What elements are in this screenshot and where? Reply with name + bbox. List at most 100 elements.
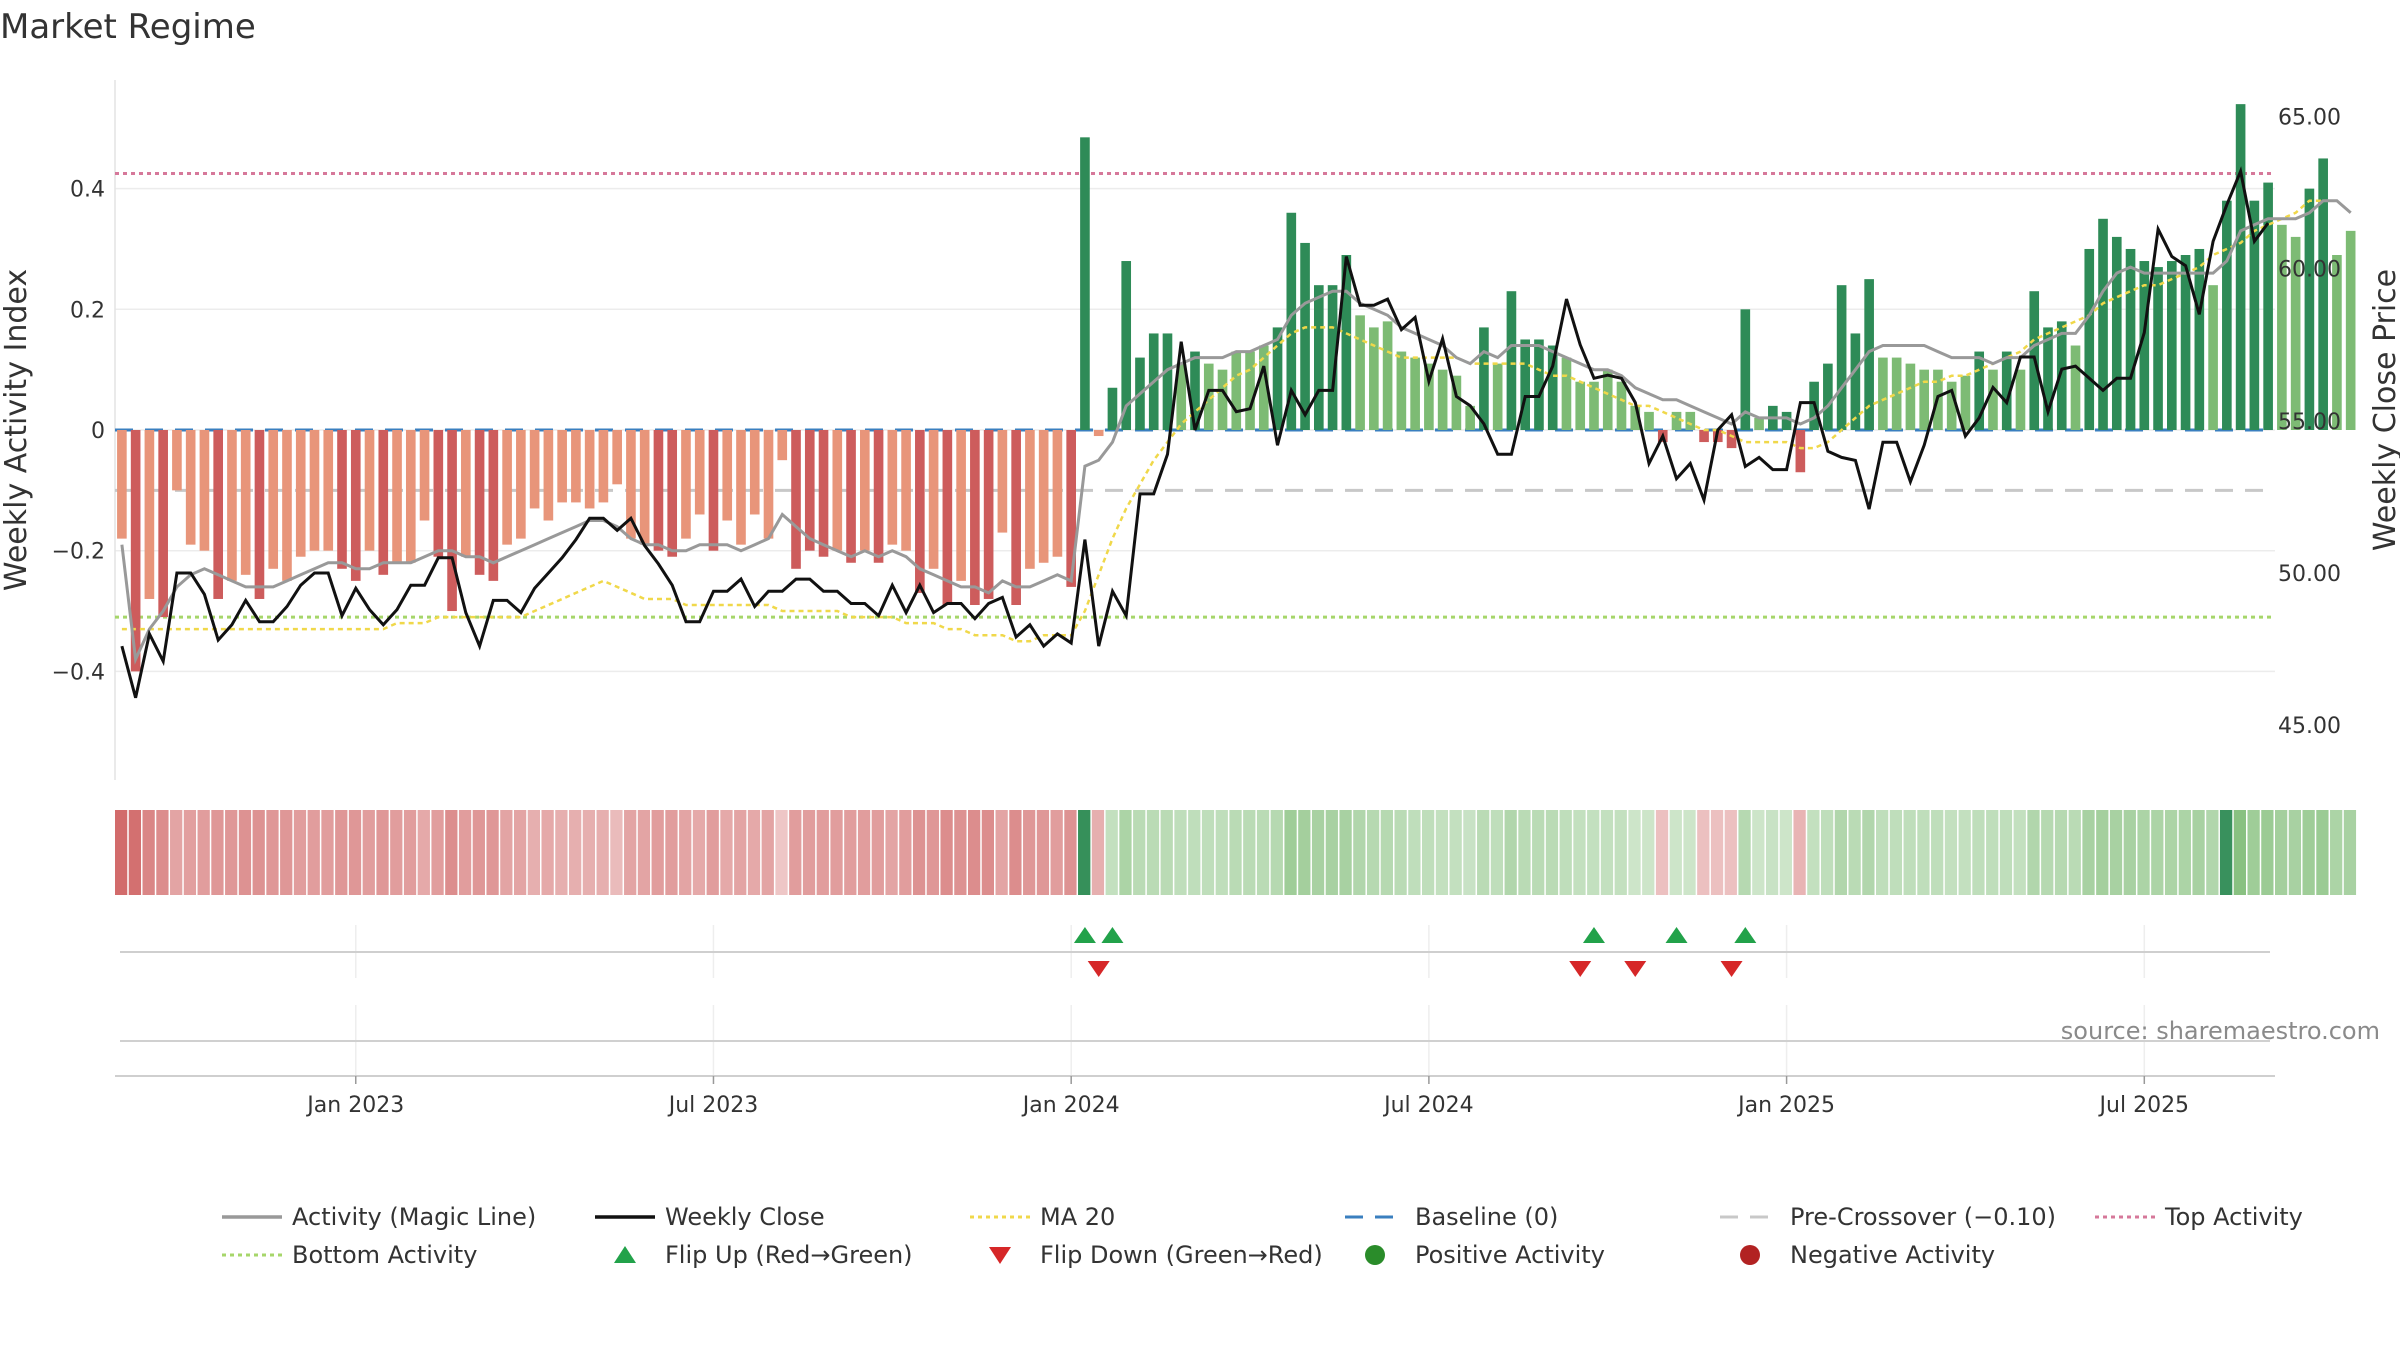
heat-cell bbox=[1064, 810, 1077, 895]
heat-cell bbox=[775, 810, 788, 895]
activity-bar bbox=[199, 430, 210, 551]
heat-cell bbox=[1600, 810, 1614, 895]
heat-cell bbox=[128, 810, 142, 895]
heat-cell bbox=[1986, 810, 1999, 895]
activity-bar bbox=[1602, 369, 1613, 430]
heat-cell bbox=[1270, 810, 1283, 895]
activity-bar bbox=[1080, 137, 1090, 431]
heat-cell bbox=[1628, 810, 1641, 895]
heat-cell bbox=[1408, 810, 1421, 895]
right-axis: 65.00 60.00 55.00 50.00 45.00 bbox=[2278, 106, 2341, 740]
chart-title: Market Regime bbox=[0, 7, 256, 47]
heat-cell bbox=[1614, 810, 1627, 895]
heat-cell bbox=[1958, 810, 1971, 895]
activity-bar bbox=[1630, 405, 1641, 430]
activity-bar bbox=[859, 430, 870, 551]
legend-label: Pre-Crossover (−0.10) bbox=[1790, 1203, 2056, 1231]
heat-cell bbox=[335, 810, 348, 895]
activity-bar bbox=[804, 430, 815, 551]
heat-cell bbox=[1050, 810, 1063, 895]
activity-bar bbox=[736, 430, 746, 545]
activity-bar bbox=[832, 430, 843, 551]
heat-cell bbox=[1642, 810, 1655, 895]
heat-cell bbox=[555, 810, 568, 895]
legend-item: Pre-Crossover (−0.10) bbox=[1720, 1203, 2056, 1231]
heat-cell bbox=[2013, 810, 2026, 895]
heat-cell bbox=[225, 810, 238, 895]
heat-cell bbox=[156, 810, 169, 895]
activity-bar bbox=[2290, 236, 2301, 430]
heat-cell bbox=[940, 810, 953, 895]
legend-label: Baseline (0) bbox=[1415, 1203, 1558, 1231]
heat-cell bbox=[706, 810, 719, 895]
legend-swatch bbox=[1365, 1245, 1385, 1265]
activity-bar bbox=[419, 430, 430, 521]
heat-cell bbox=[252, 810, 265, 895]
activity-bar bbox=[117, 430, 127, 539]
legend-item: Activity (Magic Line) bbox=[222, 1203, 536, 1231]
activity-bar bbox=[928, 430, 939, 569]
activity-bar bbox=[130, 430, 141, 672]
activity-bar bbox=[584, 430, 595, 509]
heat-cell bbox=[1174, 810, 1187, 895]
activity-bar bbox=[777, 430, 788, 461]
activity-bar bbox=[461, 430, 471, 557]
heat-cell bbox=[789, 810, 802, 895]
activity-bar bbox=[1369, 327, 1379, 430]
heat-cell bbox=[348, 810, 362, 895]
activity-bar bbox=[2001, 351, 2012, 430]
heat-cell bbox=[2247, 810, 2260, 895]
activity-bar bbox=[2235, 104, 2246, 430]
legend-label: Top Activity bbox=[2164, 1203, 2303, 1231]
heat-cell bbox=[1724, 810, 1737, 895]
heat-cell bbox=[280, 810, 293, 895]
activity-bar bbox=[2180, 255, 2191, 430]
activity-bar bbox=[1616, 381, 1627, 430]
activity-bar bbox=[983, 430, 994, 599]
activity-bar bbox=[1685, 411, 1696, 430]
activity-bar bbox=[295, 430, 306, 557]
heat-cell bbox=[1284, 810, 1297, 895]
left-tick-label: 0.4 bbox=[70, 178, 105, 203]
heat-cell bbox=[1903, 810, 1916, 895]
heat-cell bbox=[1105, 810, 1118, 895]
heat-cell bbox=[1160, 810, 1173, 895]
heat-cell bbox=[1545, 810, 1559, 895]
heat-cell bbox=[1366, 810, 1380, 895]
activity-bar bbox=[1162, 333, 1173, 430]
heat-cell bbox=[596, 810, 609, 895]
activity-bar bbox=[1245, 351, 1255, 430]
activity-bar bbox=[1671, 411, 1682, 430]
heat-cell bbox=[1353, 810, 1366, 895]
activity-bar bbox=[1327, 285, 1338, 430]
activity-bar bbox=[447, 430, 457, 612]
heat-cell bbox=[527, 810, 540, 895]
heat-cell bbox=[1876, 810, 1889, 895]
flip-up-marker bbox=[1101, 927, 1124, 943]
activity-bar bbox=[1314, 285, 1324, 430]
activity-bar bbox=[1217, 369, 1228, 430]
activity-bar bbox=[557, 430, 567, 503]
heat-cell bbox=[1229, 810, 1242, 895]
activity-bar bbox=[1272, 327, 1283, 430]
heat-cell bbox=[926, 810, 939, 895]
heat-cell bbox=[486, 810, 499, 895]
right-tick-label: 65.00 bbox=[2278, 106, 2341, 131]
left-tick-label: −0.2 bbox=[52, 540, 105, 565]
activity-bar bbox=[2318, 158, 2328, 430]
legend-item: Flip Down (Green→Red) bbox=[989, 1241, 1323, 1269]
activity-bar bbox=[1823, 363, 1833, 430]
heat-cell bbox=[1862, 810, 1875, 895]
activity-bar bbox=[598, 430, 609, 503]
heat-cell bbox=[2041, 810, 2054, 895]
heat-cell bbox=[2275, 810, 2288, 895]
heat-cell bbox=[1243, 810, 1256, 895]
heat-cell bbox=[1683, 810, 1696, 895]
heat-cell bbox=[1463, 810, 1476, 895]
activity-bar bbox=[172, 430, 182, 491]
activity-bar bbox=[2208, 285, 2218, 430]
activity-bar bbox=[1038, 430, 1049, 563]
activity-bar bbox=[405, 430, 416, 563]
heat-cell-strong bbox=[1078, 810, 1091, 895]
activity-bar bbox=[364, 430, 375, 551]
